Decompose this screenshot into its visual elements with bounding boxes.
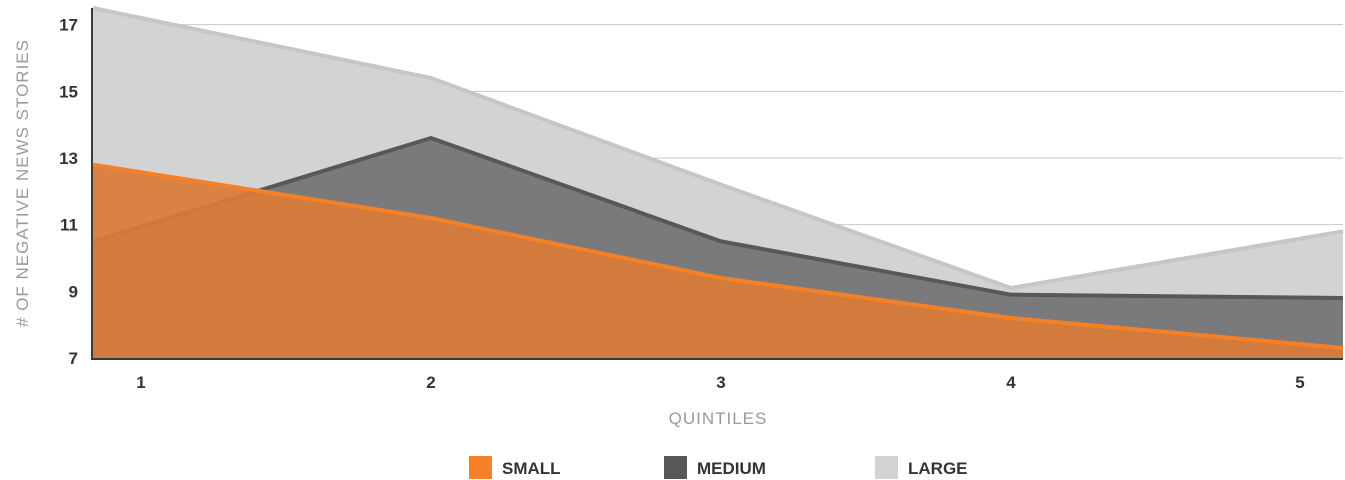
series-line-large — [92, 6, 1344, 290]
legend-swatch-small — [469, 456, 492, 479]
legend: SMALL MEDIUM LARGE — [469, 456, 968, 479]
y-tick-label: 7 — [69, 349, 78, 368]
y-tick-label: 11 — [60, 216, 78, 235]
y-tick-label: 17 — [59, 16, 78, 35]
series-line-small — [92, 162, 1344, 350]
y-tick-label: 13 — [59, 149, 78, 168]
plot-areas — [92, 6, 1344, 358]
legend-swatch-medium — [664, 456, 687, 479]
area-small — [93, 164, 1343, 358]
y-axis-title: # OF NEGATIVE NEWS STORIES — [13, 39, 32, 327]
x-tick-label: 1 — [136, 373, 145, 392]
y-tick-label: 9 — [69, 282, 78, 301]
x-tick-label: 4 — [1006, 373, 1016, 392]
legend-swatch-large — [875, 456, 898, 479]
x-tick-label: 2 — [426, 373, 435, 392]
x-tick-label: 3 — [716, 373, 725, 392]
y-tick-label: 15 — [59, 82, 78, 101]
x-axis-title: QUINTILES — [669, 409, 768, 428]
axes — [91, 8, 1343, 360]
legend-label-small: SMALL — [502, 459, 561, 478]
legend-label-medium: MEDIUM — [697, 459, 766, 478]
legend-label-large: LARGE — [908, 459, 968, 478]
series-line-medium — [92, 136, 1344, 300]
x-tick-label: 5 — [1295, 373, 1304, 392]
tick-labels: 7 9 11 13 15 17 1 2 3 4 5 — [59, 16, 1305, 392]
